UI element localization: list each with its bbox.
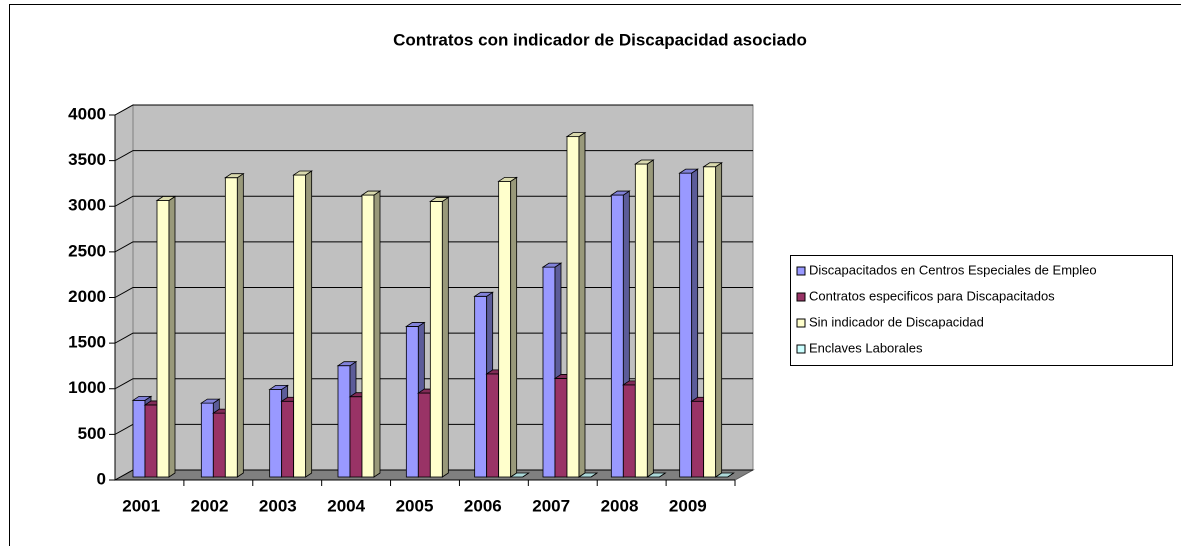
bar-top [224, 173, 245, 179]
bar [405, 326, 419, 478]
y-tick-label: 2500 [68, 241, 106, 260]
bar [691, 400, 705, 478]
bar [542, 266, 556, 478]
bar [349, 396, 363, 478]
bar [293, 174, 307, 478]
bar-top [292, 170, 313, 176]
x-tick-label: 2007 [532, 496, 570, 515]
bar [269, 388, 283, 478]
bar-top [565, 132, 587, 138]
bar-side [510, 176, 518, 478]
x-tick-label: 2004 [327, 496, 365, 515]
x-tick-label: 2002 [191, 496, 229, 515]
bar-top [336, 361, 358, 367]
bar-side [578, 131, 586, 478]
legend-label: Contratos especificos para Discapacitado… [809, 288, 1055, 303]
bar-top [509, 472, 530, 478]
legend-swatch [796, 292, 806, 302]
bar-top [634, 159, 655, 165]
bar [634, 163, 648, 478]
bar [224, 177, 238, 478]
bar [281, 400, 295, 478]
bar-top [702, 162, 723, 168]
x-tick-label: 2005 [396, 496, 434, 515]
bar-top [405, 322, 426, 327]
bar-top [473, 291, 494, 297]
bar [361, 194, 375, 478]
legend-swatch [796, 344, 806, 354]
bar-top [155, 196, 177, 201]
y-tick-label: 500 [78, 424, 106, 443]
x-tick-label: 2006 [464, 496, 502, 515]
bar [486, 373, 500, 478]
bar-top [714, 472, 735, 478]
bar [337, 365, 351, 478]
bar [554, 378, 568, 478]
y-tick-label: 2000 [68, 287, 106, 306]
grid-line [114, 195, 753, 207]
legend-swatch [796, 266, 806, 276]
legend-label: Sin indicador de Discapacidad [809, 314, 984, 329]
bar-top [131, 395, 153, 401]
bar [622, 384, 636, 478]
bar [144, 404, 158, 478]
bar-top [429, 197, 450, 202]
legend-label: Enclaves Laborales [809, 340, 923, 355]
legend-swatch [796, 318, 806, 328]
bar-top [678, 168, 699, 174]
y-tick-label: 0 [97, 469, 106, 488]
bar-top [200, 398, 221, 404]
legend-label: Discapacitados en Centros Especiales de … [809, 262, 1097, 277]
bar-top [360, 190, 382, 196]
bar-top [646, 472, 667, 478]
x-tick-label: 2003 [259, 496, 297, 515]
y-tick-label: 1500 [68, 333, 106, 352]
bar [610, 194, 624, 478]
bar [703, 166, 717, 478]
chart-title: Contratos con indicador de Discapacidad … [393, 30, 807, 49]
y-tick-label: 4000 [68, 104, 106, 123]
grid-line [114, 104, 753, 116]
bar [156, 200, 170, 478]
bar-top [541, 262, 563, 268]
y-tick-label: 1000 [68, 378, 106, 397]
bar-top [497, 176, 518, 182]
y-tick-label: 3000 [68, 196, 106, 215]
bar-side [715, 162, 723, 478]
y-tick-label: 3500 [68, 150, 106, 169]
bar-top [610, 190, 631, 196]
bar [679, 172, 693, 478]
bar-side [236, 172, 244, 478]
bar-side [646, 159, 654, 478]
bar [132, 399, 146, 478]
x-tick-label: 2008 [601, 496, 639, 515]
bar [429, 201, 443, 478]
bar-top [268, 384, 289, 390]
bar [417, 392, 431, 478]
bar [474, 295, 488, 478]
bar [498, 180, 512, 478]
grid-line [114, 241, 753, 253]
x-tick-label: 2001 [122, 496, 160, 515]
bar-top [577, 472, 599, 478]
bar-side [168, 195, 176, 478]
legend [790, 255, 1173, 366]
bar [212, 412, 226, 478]
grid-line [114, 150, 753, 162]
x-tick-label: 2009 [669, 496, 707, 515]
bar-side [373, 190, 381, 478]
bar [200, 402, 214, 478]
bar-side [441, 196, 449, 478]
bar-side [305, 170, 313, 478]
bar [566, 136, 580, 478]
